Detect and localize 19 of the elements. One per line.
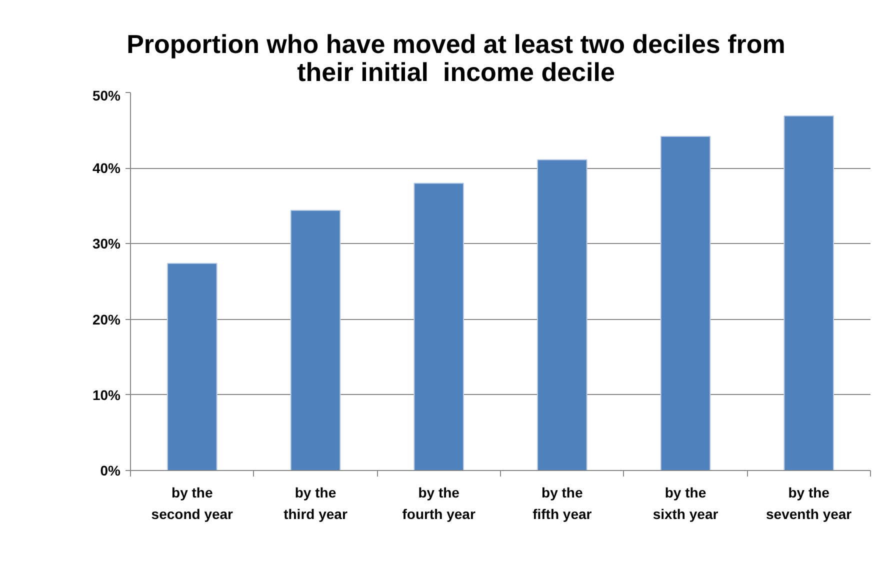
chart-title: Proportion who have moved at least two deciles from their initial income decile	[126, 28, 786, 87]
y-tick-label: 40%	[92, 160, 122, 176]
bar	[784, 115, 834, 470]
bar	[414, 182, 464, 470]
y-tick-label: 20%	[92, 311, 122, 328]
x-tick-label: by the second year	[151, 484, 234, 522]
y-tick-label: 10%	[92, 386, 122, 403]
y-tick-label: 0%	[100, 462, 122, 478]
x-tick-label: by the fifth year	[532, 484, 592, 522]
bar	[290, 210, 341, 470]
x-tick-label: by the sixth year	[652, 484, 719, 522]
y-tick-label: 30%	[92, 236, 122, 252]
bar	[167, 262, 218, 470]
x-tick-label: by the seventh year	[766, 484, 852, 522]
bar	[660, 136, 711, 470]
x-tick-label: by the third year	[284, 484, 348, 522]
y-tick-label: 50%	[92, 88, 122, 104]
x-tick-label: by the fourth year	[402, 484, 476, 522]
bar	[537, 159, 588, 470]
